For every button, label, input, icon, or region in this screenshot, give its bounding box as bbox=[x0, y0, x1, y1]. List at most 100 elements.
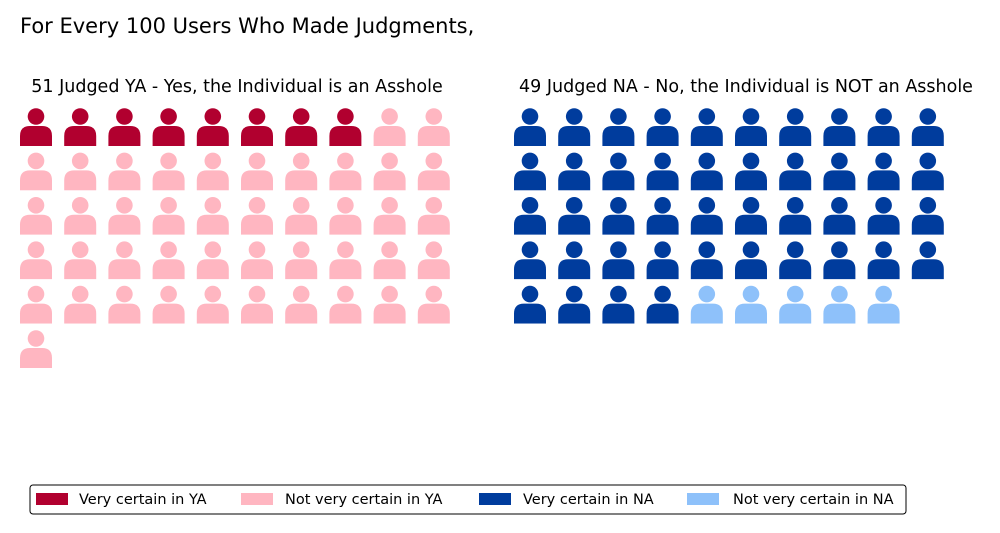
person-icon bbox=[690, 197, 723, 235]
person-icon bbox=[20, 152, 52, 191]
person-icon bbox=[514, 152, 546, 191]
person-icon bbox=[20, 285, 52, 324]
person-icon bbox=[417, 152, 450, 191]
person-icon bbox=[735, 108, 767, 146]
person-icon bbox=[64, 108, 97, 146]
legend-swatch-not-very-certain-na bbox=[687, 493, 719, 505]
person-icon bbox=[152, 108, 185, 146]
person-icon bbox=[20, 197, 52, 235]
person-icon bbox=[558, 108, 591, 146]
person-icon bbox=[779, 197, 812, 235]
person-icon bbox=[20, 241, 52, 280]
person-icon bbox=[867, 197, 900, 235]
person-icon bbox=[911, 197, 944, 235]
person-icon bbox=[196, 197, 229, 235]
person-icon bbox=[602, 197, 635, 235]
person-icon bbox=[602, 241, 635, 280]
person-icon bbox=[867, 152, 900, 191]
person-icon bbox=[558, 241, 591, 280]
person-icon bbox=[329, 241, 362, 280]
person-icon bbox=[558, 152, 591, 191]
person-icon bbox=[690, 285, 723, 324]
person-icon bbox=[196, 152, 229, 191]
person-icon bbox=[558, 285, 591, 324]
person-icon bbox=[108, 197, 141, 235]
panel-title-ya: 51 Judged YA - Yes, the Individual is an… bbox=[31, 77, 442, 97]
person-icon bbox=[285, 197, 318, 235]
person-icon bbox=[646, 285, 679, 324]
legend-label-not-very-certain-ya: Not very certain in YA bbox=[285, 492, 442, 508]
legend: Very certain in YA Not very certain in Y… bbox=[29, 484, 907, 515]
person-icon bbox=[867, 241, 900, 280]
person-icon bbox=[285, 108, 318, 146]
chart-title: For Every 100 Users Who Made Judgments, bbox=[20, 14, 474, 38]
person-icon bbox=[735, 241, 767, 280]
legend-swatch-not-very-certain-ya bbox=[241, 493, 273, 505]
person-icon bbox=[867, 108, 900, 146]
person-icon bbox=[329, 108, 362, 146]
person-icon bbox=[241, 108, 273, 146]
person-icon bbox=[285, 241, 318, 280]
person-icon bbox=[823, 108, 856, 146]
person-icon bbox=[64, 241, 97, 280]
person-icon bbox=[196, 241, 229, 280]
person-icon bbox=[373, 152, 406, 191]
person-icon bbox=[558, 197, 591, 235]
person-icon bbox=[64, 197, 97, 235]
person-icon bbox=[152, 285, 185, 324]
person-icon bbox=[602, 108, 635, 146]
person-icon bbox=[285, 152, 318, 191]
person-icon bbox=[514, 241, 546, 280]
person-icon bbox=[196, 285, 229, 324]
person-icon bbox=[417, 108, 450, 146]
person-icon bbox=[241, 285, 273, 324]
person-icon bbox=[373, 197, 406, 235]
person-icon bbox=[108, 241, 141, 280]
person-icon bbox=[823, 241, 856, 280]
person-icon bbox=[241, 241, 273, 280]
legend-label-very-certain-na: Very certain in NA bbox=[523, 492, 654, 508]
person-icon bbox=[911, 108, 944, 146]
person-icon bbox=[64, 285, 97, 324]
legend-swatch-very-certain-na bbox=[479, 493, 511, 505]
legend-label-very-certain-ya: Very certain in YA bbox=[79, 492, 207, 508]
person-icon bbox=[911, 152, 944, 191]
person-icon bbox=[602, 285, 635, 324]
person-icon bbox=[646, 241, 679, 280]
waffle-panel-na bbox=[514, 108, 944, 324]
person-icon bbox=[823, 197, 856, 235]
person-icon bbox=[779, 285, 812, 324]
person-icon bbox=[735, 285, 767, 324]
person-icon bbox=[690, 108, 723, 146]
person-icon bbox=[373, 108, 406, 146]
legend-frame bbox=[29, 484, 907, 515]
person-icon bbox=[241, 197, 273, 235]
person-icon bbox=[20, 330, 52, 368]
person-icon bbox=[329, 285, 362, 324]
person-icon bbox=[646, 152, 679, 191]
panel-title-na: 49 Judged NA - No, the Individual is NOT… bbox=[519, 77, 973, 97]
person-icon bbox=[514, 197, 546, 235]
legend-swatch-very-certain-ya bbox=[36, 493, 68, 505]
person-icon bbox=[152, 197, 185, 235]
person-icon bbox=[690, 152, 723, 191]
person-icon bbox=[417, 241, 450, 280]
waffle-panel-ya bbox=[20, 108, 450, 368]
person-icon bbox=[646, 197, 679, 235]
person-icon bbox=[602, 152, 635, 191]
person-icon bbox=[373, 241, 406, 280]
person-icon bbox=[108, 285, 141, 324]
person-icon bbox=[417, 285, 450, 324]
person-icon bbox=[64, 152, 97, 191]
person-icon bbox=[514, 285, 546, 324]
person-icon bbox=[20, 108, 52, 146]
person-icon bbox=[514, 108, 546, 146]
person-icon bbox=[329, 197, 362, 235]
person-icon bbox=[108, 152, 141, 191]
person-icon bbox=[646, 108, 679, 146]
person-icon bbox=[241, 152, 273, 191]
person-icon bbox=[779, 152, 812, 191]
person-icon bbox=[417, 197, 450, 235]
person-icon bbox=[823, 152, 856, 191]
